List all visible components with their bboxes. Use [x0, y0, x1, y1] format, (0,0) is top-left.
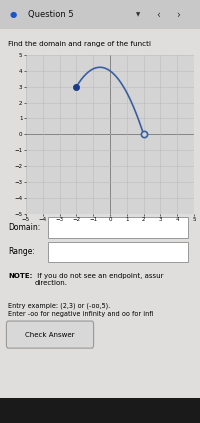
Text: ●: ●	[10, 10, 17, 19]
Text: ρ: ρ	[26, 408, 30, 414]
Text: ‹: ‹	[156, 9, 160, 19]
Text: Entry example: (2,3) or (-oo,5).
Enter -oo for negative infinity and oo for infi: Entry example: (2,3) or (-oo,5). Enter -…	[8, 302, 154, 317]
Text: Question 5: Question 5	[28, 10, 74, 19]
Bar	[48, 217, 188, 238]
FancyBboxPatch shape	[6, 321, 94, 348]
Text: Domain:: Domain:	[8, 223, 40, 232]
Text: ▪: ▪	[10, 406, 16, 415]
Text: Check Answer: Check Answer	[25, 332, 75, 338]
Text: Escribe aqui para buscar: Escribe aqui para buscar	[42, 408, 120, 413]
Text: Range:: Range:	[8, 247, 35, 256]
Text: ▼: ▼	[136, 12, 140, 17]
Text: If you do not see an endpoint, assur
direction.: If you do not see an endpoint, assur dir…	[35, 273, 164, 286]
Bar	[0, 0, 200, 29]
Bar	[48, 242, 188, 262]
Text: Find the domain and range of the functi: Find the domain and range of the functi	[8, 41, 151, 47]
Text: ›: ›	[176, 9, 180, 19]
Bar	[0, 398, 200, 423]
Text: NOTE:: NOTE:	[8, 273, 32, 279]
